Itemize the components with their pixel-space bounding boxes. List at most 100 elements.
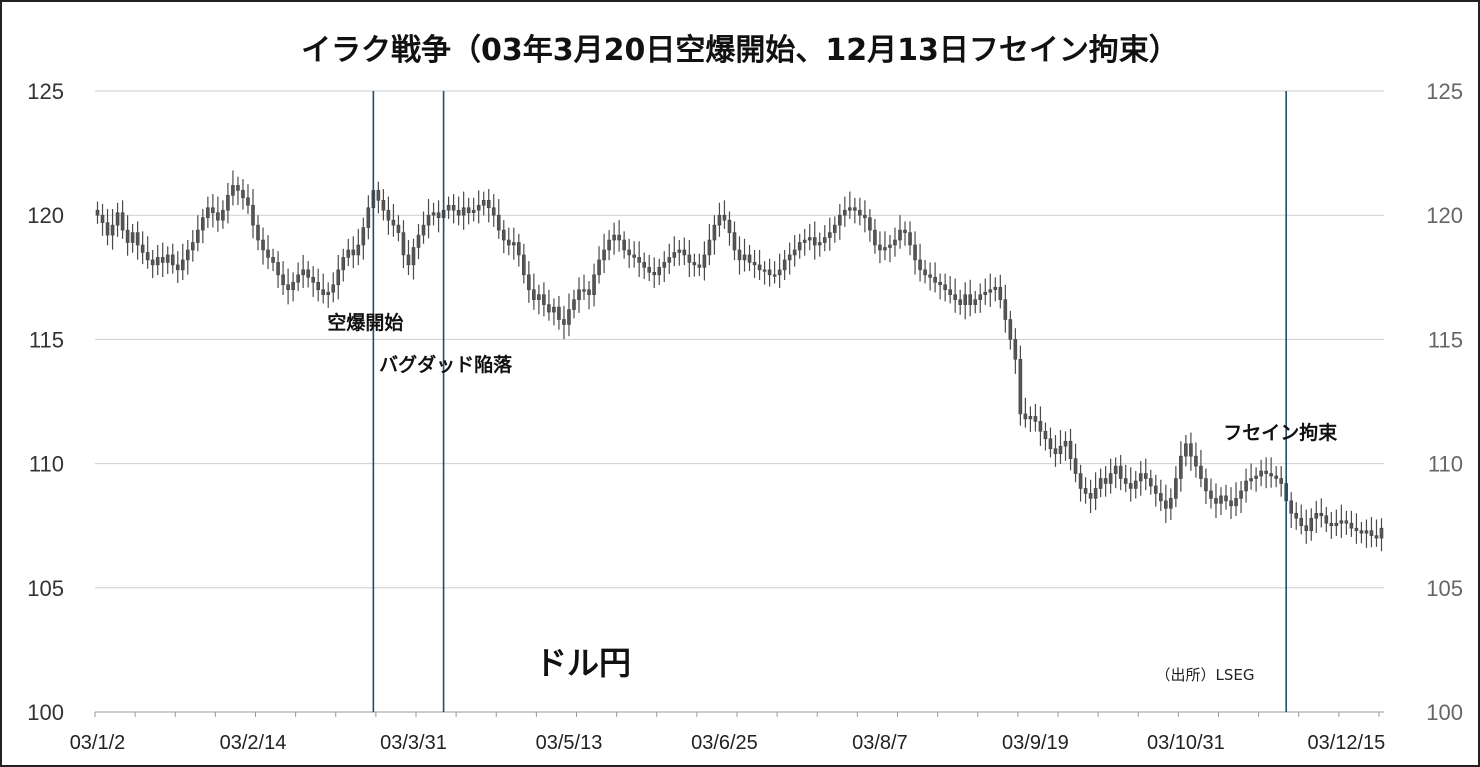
- candle-body: [336, 269, 341, 286]
- x-tick-label: 03/6/25: [691, 732, 758, 754]
- candle-body: [201, 217, 205, 231]
- candle-body: [652, 272, 657, 276]
- candle-body: [1364, 530, 1369, 534]
- candle-body: [286, 284, 290, 291]
- candle-body: [1148, 478, 1153, 487]
- candle-body: [968, 294, 973, 305]
- candle-body: [436, 212, 441, 218]
- candle-body: [226, 195, 230, 211]
- candle-body: [888, 244, 892, 248]
- candle-body: [236, 185, 240, 191]
- candle-body: [647, 267, 652, 273]
- candle-body: [1098, 478, 1103, 489]
- candle-body: [697, 264, 702, 268]
- candle-body: [998, 286, 1003, 300]
- candle-body: [326, 291, 331, 295]
- candle-body: [291, 281, 295, 291]
- x-tick-label: 03/9/19: [1002, 732, 1069, 754]
- candle-body: [276, 262, 280, 276]
- candle-body: [256, 224, 260, 241]
- candle-body: [923, 269, 927, 276]
- candle-body: [1164, 500, 1168, 509]
- candle-body: [577, 289, 581, 300]
- candle-body: [772, 274, 777, 277]
- candle-body: [261, 239, 265, 251]
- candle-body: [1279, 478, 1283, 484]
- candle-body: [782, 259, 787, 271]
- candle-body: [1053, 448, 1058, 454]
- candle-body: [642, 262, 647, 268]
- candle-body: [873, 229, 877, 246]
- y-tick-label: 120: [1426, 203, 1463, 228]
- x-axis: 03/1/2 03/2/14 03/3/31 03/5/13 03/6/25 03/8/7…: [70, 711, 1385, 754]
- candle-body: [130, 232, 135, 243]
- candle-body: [948, 289, 952, 295]
- x-tick-label: 03/1/2: [70, 732, 126, 754]
- candle-body: [1344, 520, 1349, 524]
- candle-body: [466, 207, 471, 214]
- candle-body: [1179, 455, 1183, 479]
- candle-body: [747, 254, 752, 263]
- event-label: バグダッド陥落: [379, 353, 513, 376]
- candle-body: [481, 199, 486, 206]
- candle-body: [1184, 443, 1188, 457]
- candle-body: [506, 239, 511, 246]
- candle-body: [105, 222, 110, 236]
- candle-body: [1254, 475, 1258, 479]
- candle-body: [542, 294, 546, 305]
- candle-body: [211, 207, 215, 214]
- candle-body: [1239, 490, 1243, 499]
- candle-body: [431, 212, 436, 216]
- candle-body: [682, 249, 687, 256]
- candle-body: [421, 224, 426, 236]
- candle-body: [592, 274, 596, 295]
- candle-body: [386, 209, 391, 221]
- candle-body: [191, 242, 195, 251]
- y-tick-label: 110: [1428, 452, 1463, 477]
- candle-body: [1289, 500, 1294, 514]
- candle-body: [311, 276, 315, 283]
- candle-body: [928, 274, 932, 278]
- candle-body: [1339, 520, 1344, 524]
- candle-body: [1249, 478, 1253, 482]
- candle-body: [943, 284, 947, 291]
- candle-body: [1229, 500, 1233, 507]
- candle-body: [1294, 512, 1299, 519]
- candle-body: [271, 257, 275, 263]
- candle-body: [802, 239, 807, 243]
- candles: [95, 170, 1384, 552]
- candle-body: [351, 249, 356, 256]
- candle-body: [1063, 440, 1068, 447]
- candle-body: [135, 232, 140, 246]
- candle-body: [155, 257, 160, 266]
- candle-body: [863, 214, 867, 218]
- series-label: ドル円: [535, 644, 631, 682]
- candle-body: [501, 229, 506, 241]
- candle-body: [206, 207, 210, 218]
- candle-body: [567, 309, 571, 325]
- candle-body: [687, 254, 692, 263]
- candle-body: [170, 254, 175, 266]
- candle-body: [231, 185, 235, 196]
- candle-body: [426, 214, 431, 226]
- candle-body: [1319, 512, 1324, 517]
- candle-body: [807, 237, 812, 241]
- candle-body: [993, 286, 998, 291]
- candle-body: [702, 254, 707, 268]
- candle-body: [918, 259, 922, 271]
- candle-body: [973, 299, 978, 305]
- candle-body: [1113, 465, 1118, 474]
- candle-body: [1033, 416, 1038, 422]
- candle-body: [1138, 473, 1143, 482]
- candle-body: [1169, 498, 1173, 509]
- candle-body: [1194, 455, 1198, 467]
- candle-body: [496, 214, 501, 231]
- candle-body: [361, 227, 366, 246]
- candle-body: [953, 294, 957, 300]
- candle-body: [1003, 299, 1008, 320]
- candle-body: [537, 294, 541, 300]
- candle-body: [331, 284, 336, 293]
- candle-body: [391, 219, 396, 226]
- candle-body: [145, 252, 150, 261]
- candle-body: [1159, 493, 1163, 502]
